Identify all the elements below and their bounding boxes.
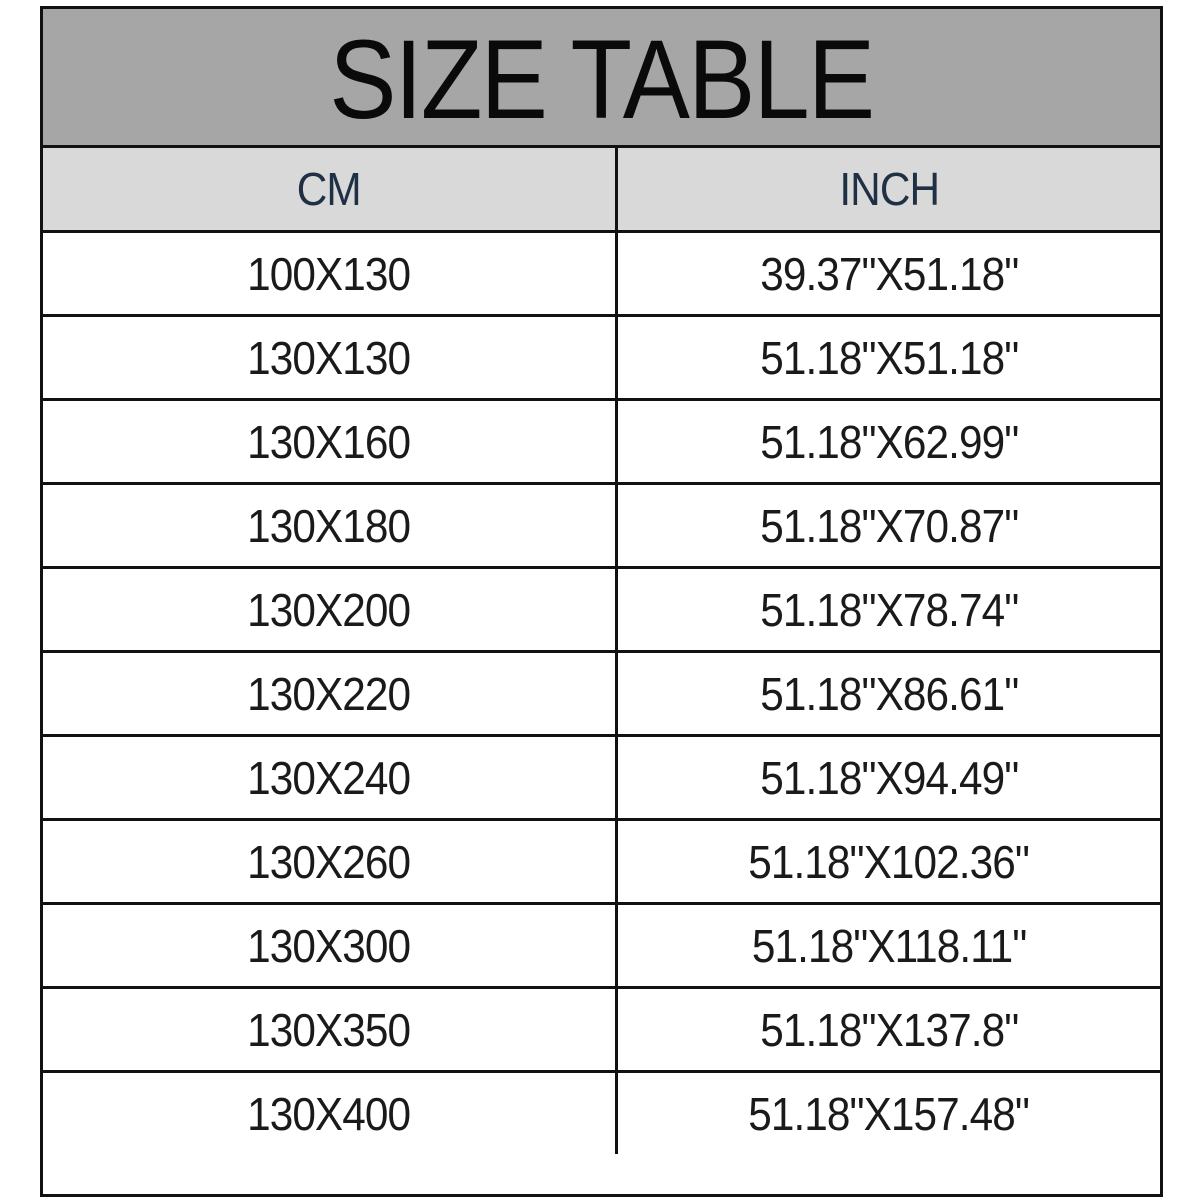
cell-cm-value: 130X160 <box>247 415 411 468</box>
table-row: 130X220 51.18"X86.61" <box>43 650 1160 737</box>
cell-cm: 130X350 <box>43 986 618 1073</box>
cell-inch-value: 51.18"X157.48" <box>748 1087 1031 1140</box>
table-row: 130X260 51.18"X102.36" <box>43 818 1160 905</box>
cell-cm: 130X160 <box>43 398 618 485</box>
cell-inch: 51.18"X62.99" <box>615 398 1160 485</box>
table-row: 130X180 51.18"X70.87" <box>43 482 1160 569</box>
cell-inch: 51.18"X86.61" <box>615 650 1160 737</box>
cell-inch: 51.18"X118.11" <box>615 902 1160 989</box>
header-cm: CM <box>43 148 618 233</box>
table-row: 130X400 51.18"X157.48" <box>43 1070 1160 1154</box>
cell-inch: 51.18"X94.49" <box>615 734 1160 821</box>
cell-cm: 130X400 <box>43 1070 618 1154</box>
cell-cm: 100X130 <box>43 230 618 317</box>
cell-inch-value: 39.37"X51.18" <box>759 247 1019 300</box>
header-row: CM INCH <box>43 148 1160 233</box>
cell-inch: 51.18"X78.74" <box>615 566 1160 653</box>
cell-cm-value: 130X220 <box>247 667 411 720</box>
cell-inch-value: 51.18"X118.11" <box>751 919 1027 972</box>
header-inch: INCH <box>615 148 1160 233</box>
cell-cm-value: 130X350 <box>247 1003 411 1056</box>
cell-inch-value: 51.18"X70.87" <box>759 499 1019 552</box>
cell-inch: 51.18"X137.8" <box>615 986 1160 1073</box>
cell-cm-value: 130X200 <box>247 583 411 636</box>
header-cm-label: CM <box>297 163 362 215</box>
cell-cm-value: 130X400 <box>247 1087 411 1140</box>
cell-inch-value: 51.18"X62.99" <box>759 415 1019 468</box>
cell-cm: 130X240 <box>43 734 618 821</box>
cell-inch-value: 51.18"X51.18" <box>759 331 1019 384</box>
size-grid: CM INCH 100X130 39.37"X51.18" 130X130 51.18… <box>43 148 1160 1154</box>
cell-inch-value: 51.18"X102.36" <box>748 835 1031 888</box>
cell-inch: 51.18"X70.87" <box>615 482 1160 569</box>
cell-cm: 130X130 <box>43 314 618 401</box>
cell-cm: 130X220 <box>43 650 618 737</box>
cell-cm-value: 130X240 <box>247 751 411 804</box>
cell-cm-value: 130X260 <box>247 835 411 888</box>
cell-cm-value: 130X300 <box>247 919 411 972</box>
cell-cm-value: 100X130 <box>247 247 411 300</box>
header-inch-label: INCH <box>839 163 940 215</box>
table-row: 130X200 51.18"X78.74" <box>43 566 1160 653</box>
cell-cm: 130X260 <box>43 818 618 905</box>
cell-cm: 130X300 <box>43 902 618 989</box>
cell-inch: 51.18"X51.18" <box>615 314 1160 401</box>
table-title: SIZE TABLE <box>329 17 875 142</box>
cell-cm-value: 130X180 <box>247 499 411 552</box>
table-row: 130X130 51.18"X51.18" <box>43 314 1160 401</box>
cell-cm: 130X180 <box>43 482 618 569</box>
cell-inch-value: 51.18"X78.74" <box>759 583 1019 636</box>
table-row: 130X160 51.18"X62.99" <box>43 398 1160 485</box>
table-row: 130X350 51.18"X137.8" <box>43 986 1160 1073</box>
cell-cm: 130X200 <box>43 566 618 653</box>
cell-cm-value: 130X130 <box>247 331 411 384</box>
size-table: SIZE TABLE CM INCH 100X130 39.37"X51.18" 1… <box>40 6 1163 1197</box>
table-row: 100X130 39.37"X51.18" <box>43 230 1160 317</box>
table-row: 130X300 51.18"X118.11" <box>43 902 1160 989</box>
cell-inch-value: 51.18"X94.49" <box>759 751 1019 804</box>
table-title-bar: SIZE TABLE <box>43 9 1160 148</box>
cell-inch: 51.18"X157.48" <box>615 1070 1160 1154</box>
cell-inch-value: 51.18"X86.61" <box>759 667 1019 720</box>
table-row: 130X240 51.18"X94.49" <box>43 734 1160 821</box>
cell-inch-value: 51.18"X137.8" <box>759 1003 1019 1056</box>
cell-inch: 39.37"X51.18" <box>615 230 1160 317</box>
cell-inch: 51.18"X102.36" <box>615 818 1160 905</box>
